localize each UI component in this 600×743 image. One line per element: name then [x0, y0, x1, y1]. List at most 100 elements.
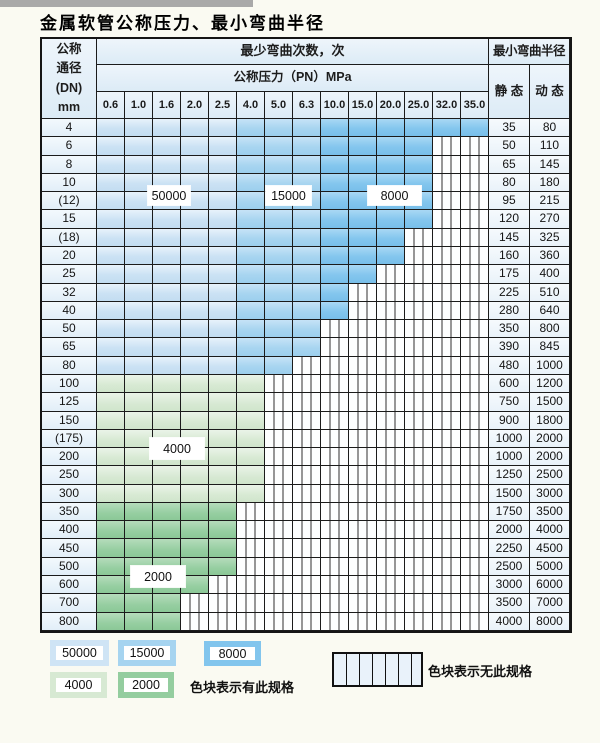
pressure-tick: 32.0	[433, 92, 461, 119]
grid-cell	[321, 119, 349, 138]
grid-cell	[97, 265, 125, 284]
grid-cell	[461, 484, 489, 503]
grid-cell	[237, 155, 265, 174]
grid-cell	[265, 301, 293, 321]
pressure-tick: 35.0	[461, 92, 489, 119]
grid-cell	[153, 374, 181, 394]
grid-cell	[405, 502, 433, 522]
grid-cell	[209, 301, 237, 321]
grid-cell	[377, 393, 405, 412]
grid-cell	[377, 210, 405, 229]
grid-cell	[209, 356, 237, 375]
legend-swatch-50000: 50000	[50, 640, 109, 666]
grid-cell	[209, 338, 237, 357]
static-value: 2500	[489, 557, 530, 577]
grid-cell	[209, 502, 237, 522]
grid-cell	[181, 246, 209, 266]
grid-cell	[349, 576, 377, 595]
grid-cell	[181, 521, 209, 540]
grid-cell	[461, 210, 489, 229]
grid-cell	[405, 594, 433, 613]
dn-label: 250	[42, 466, 97, 485]
grid-cell	[377, 246, 405, 266]
grid-cell	[153, 265, 181, 284]
static-value: 65	[489, 155, 530, 174]
grid-cell	[237, 228, 265, 247]
grid-cell	[125, 502, 153, 522]
grid-cell	[153, 411, 181, 430]
static-value: 4000	[489, 612, 530, 631]
grid-cell	[377, 155, 405, 174]
static-value: 50	[489, 137, 530, 156]
grid-cell	[237, 557, 265, 577]
grid-cell	[433, 119, 461, 138]
grid-cell	[209, 119, 237, 138]
grid-cell	[293, 466, 321, 485]
grid-cell	[461, 356, 489, 375]
grid-cell	[265, 466, 293, 485]
grid-cell	[181, 228, 209, 247]
grid-cell	[293, 448, 321, 467]
page-title: 金属软管公称压力、最小弯曲半径	[40, 14, 325, 34]
pressure-tick: 25.0	[405, 92, 433, 119]
grid-cell	[433, 539, 461, 558]
grid-cell	[265, 484, 293, 503]
grid-cell	[209, 210, 237, 229]
grid-cell	[125, 320, 153, 339]
grid-cell	[181, 502, 209, 522]
grid-cell	[349, 119, 377, 138]
grid-cell	[461, 338, 489, 357]
grid-cell	[125, 338, 153, 357]
grid-cell	[153, 246, 181, 266]
grid-cell	[405, 429, 433, 449]
dynamic-value: 2000	[530, 448, 570, 467]
grid-cell	[405, 374, 433, 394]
grid-cell	[405, 338, 433, 357]
grid-cell	[461, 192, 489, 211]
legend-swatch-4000: 4000	[50, 672, 107, 698]
dn-label: 50	[42, 320, 97, 339]
grid-cell	[209, 557, 237, 577]
dn-label: (18)	[42, 228, 97, 247]
grid-cell	[125, 137, 153, 156]
grid-cell	[97, 192, 125, 211]
grid-cell	[237, 576, 265, 595]
grid-cell	[405, 210, 433, 229]
grid-cell	[209, 539, 237, 558]
dynamic-value: 7000	[530, 594, 570, 613]
dn-label: 10	[42, 173, 97, 193]
grid-cell	[293, 521, 321, 540]
grid-cell	[209, 612, 237, 631]
grid-cell	[209, 228, 237, 247]
grid-cell	[349, 246, 377, 266]
dynamic-value: 510	[530, 283, 570, 302]
grid-cell	[461, 521, 489, 540]
grid-cell	[209, 521, 237, 540]
grid-cell	[153, 137, 181, 156]
grid-cell	[433, 173, 461, 193]
grid-cell	[461, 612, 489, 631]
grid-cell	[125, 155, 153, 174]
dn-label: 150	[42, 411, 97, 430]
grid-cell	[461, 539, 489, 558]
grid-cell	[377, 502, 405, 522]
grid-cell	[405, 448, 433, 467]
dn-label: 350	[42, 502, 97, 522]
dynamic-value: 5000	[530, 557, 570, 577]
grid-cell	[349, 557, 377, 577]
grid-cell	[97, 283, 125, 302]
grid-cell	[433, 338, 461, 357]
grid-cell	[405, 557, 433, 577]
grid-cell	[293, 210, 321, 229]
dynamic-value: 8000	[530, 612, 570, 631]
grid-cell	[181, 265, 209, 284]
static-value: 900	[489, 411, 530, 430]
grid-cell	[293, 502, 321, 522]
grid-cell	[237, 265, 265, 284]
pressure-tick: 2.0	[181, 92, 209, 119]
grid-cell	[97, 137, 125, 156]
grid-cell	[125, 539, 153, 558]
grid-cell	[97, 612, 125, 631]
grid-cell	[293, 393, 321, 412]
grid-cell	[153, 484, 181, 503]
